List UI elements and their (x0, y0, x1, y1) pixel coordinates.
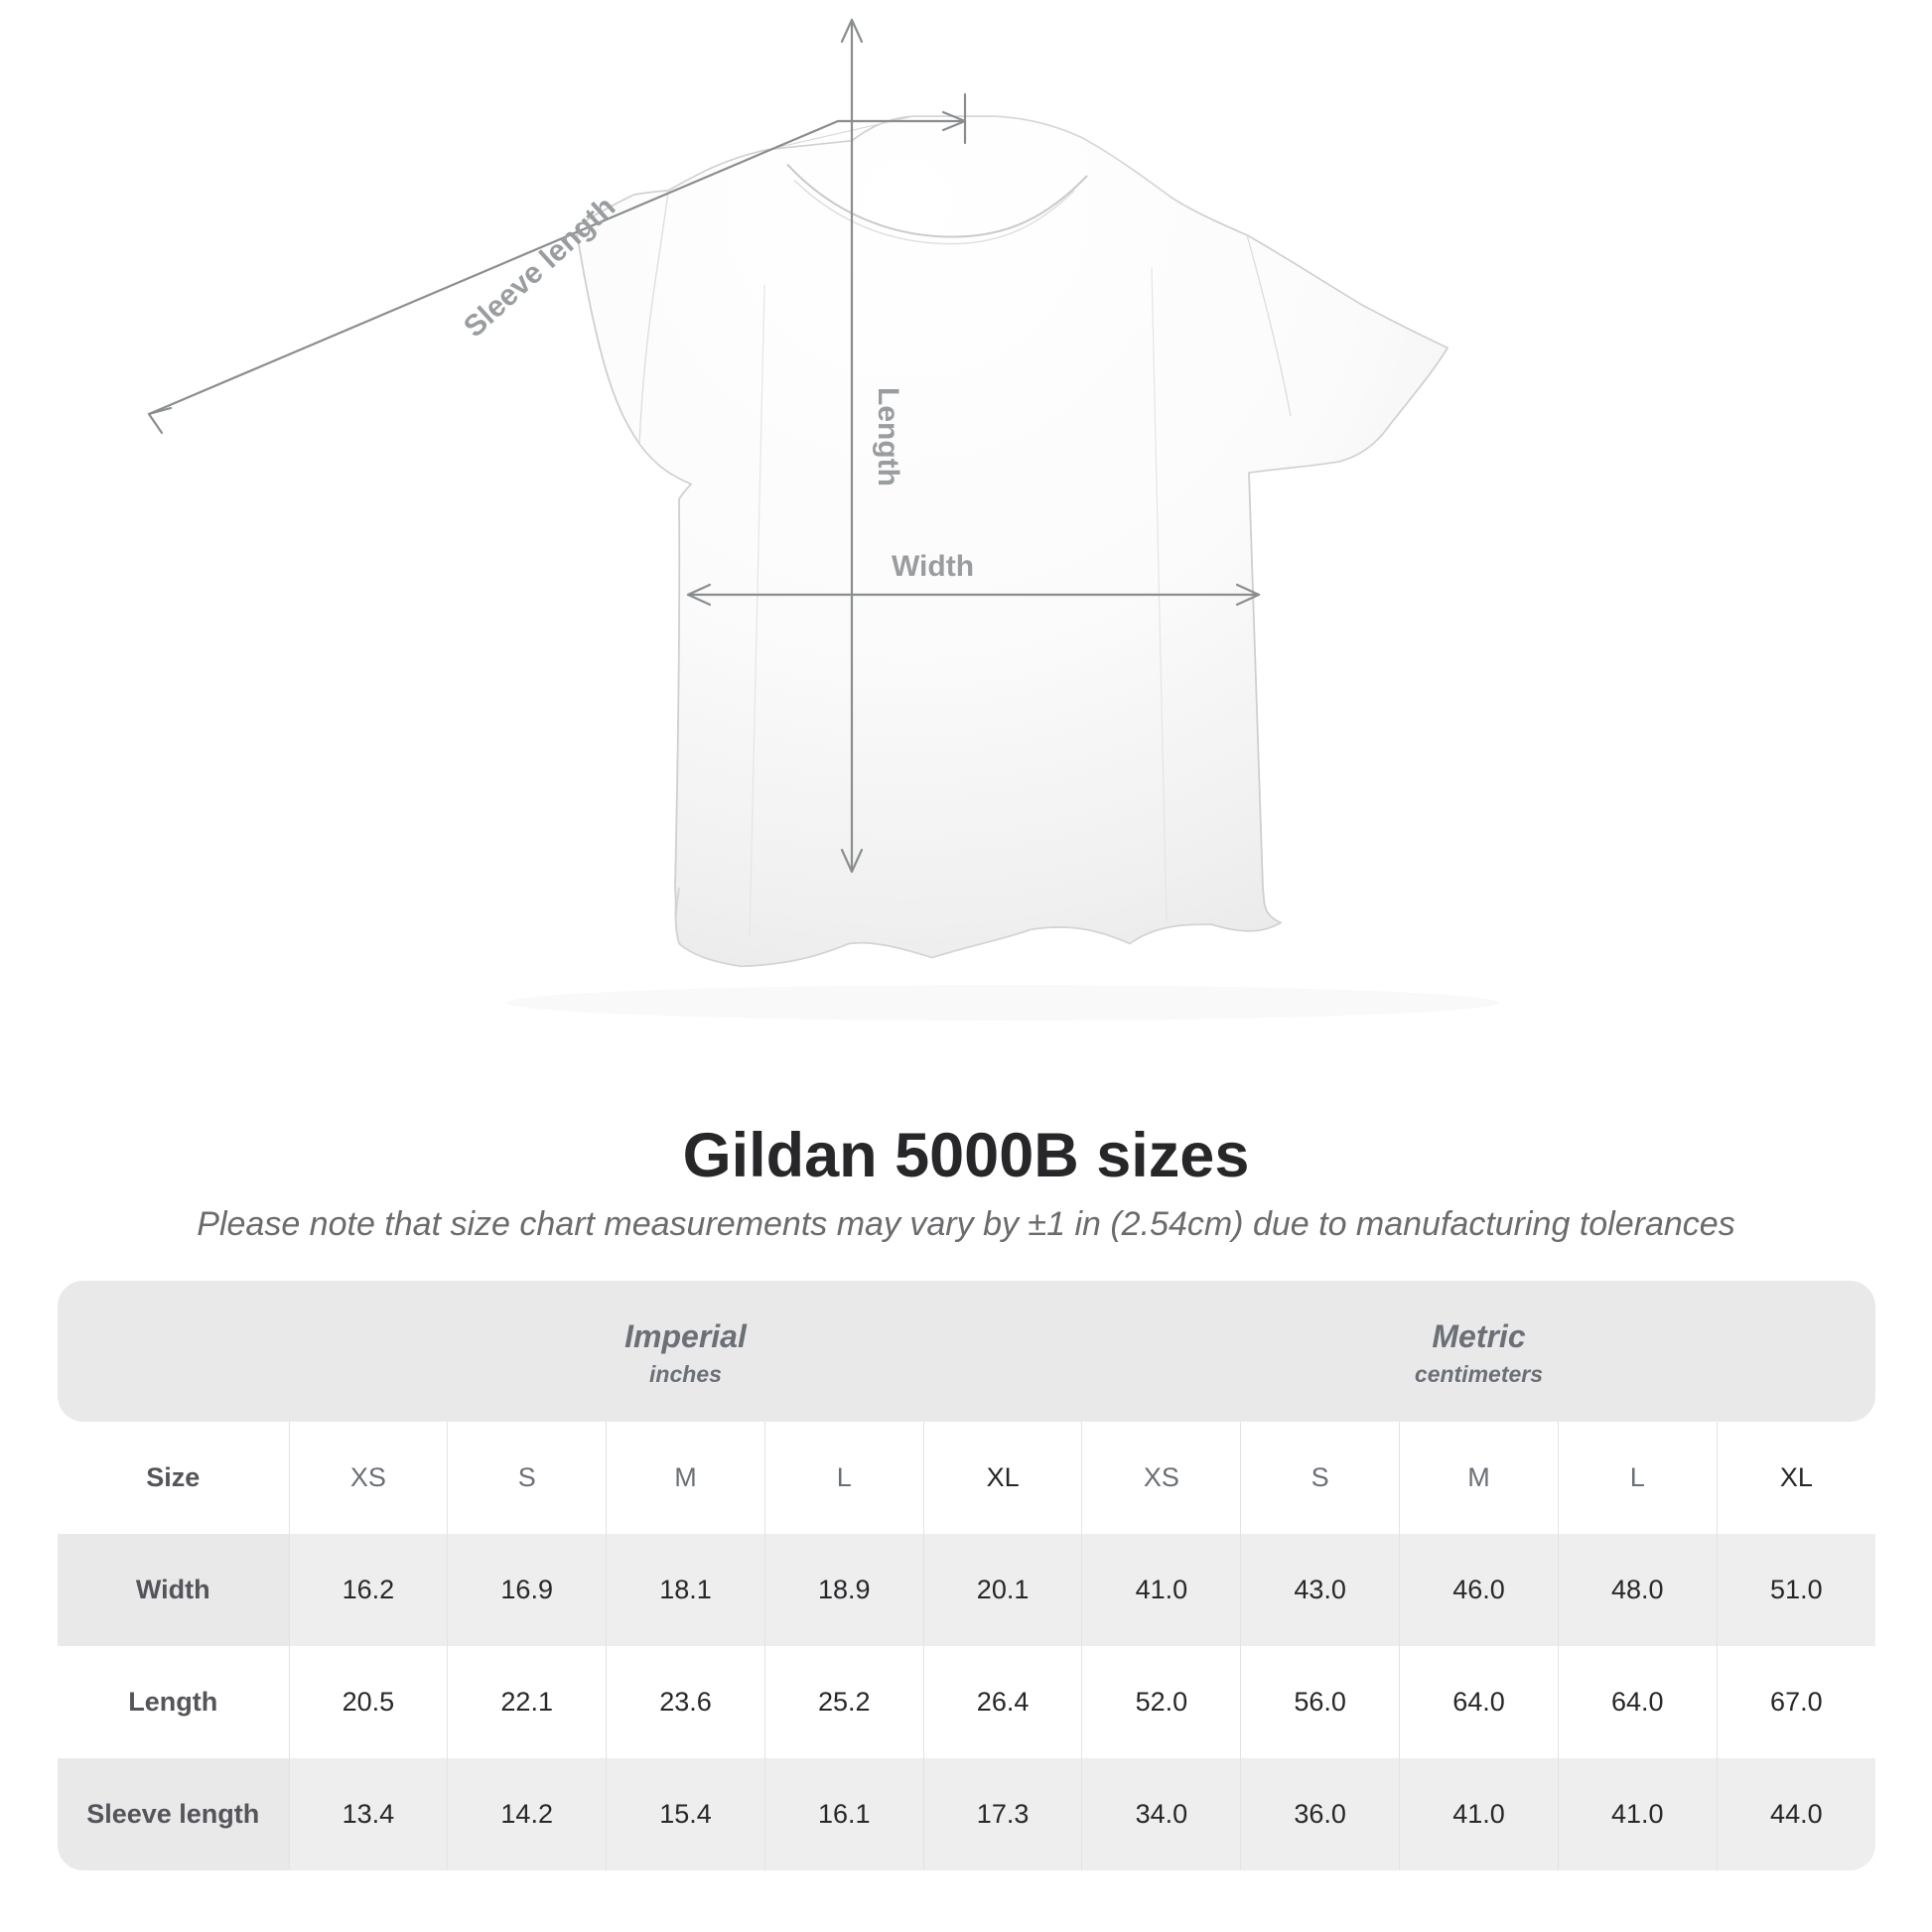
svg-text:Length: Length (872, 387, 904, 486)
svg-text:Width: Width (892, 550, 974, 583)
